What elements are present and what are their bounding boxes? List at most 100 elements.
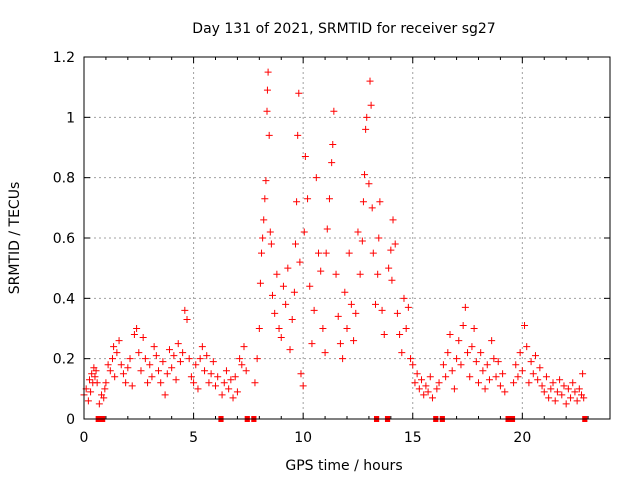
data-point	[547, 385, 555, 393]
data-point	[312, 174, 320, 182]
data-point	[198, 343, 206, 351]
data-point	[444, 349, 452, 357]
data-point	[542, 373, 550, 381]
y-tick-label: 1	[66, 110, 75, 126]
data-point	[575, 385, 583, 393]
data-point	[564, 385, 572, 393]
data-point	[277, 334, 285, 342]
data-point	[560, 382, 568, 390]
plot-frame	[83, 56, 611, 420]
data-point	[102, 379, 110, 387]
data-point	[310, 306, 318, 314]
data-point	[251, 379, 259, 387]
data-point	[490, 355, 498, 363]
data-point	[362, 125, 370, 133]
data-point	[479, 367, 487, 375]
data-point	[236, 355, 244, 363]
data-point	[150, 343, 158, 351]
data-point	[159, 358, 167, 366]
data-point	[391, 240, 399, 248]
data-point	[492, 373, 500, 381]
data-point	[275, 325, 283, 332]
data-point	[263, 86, 271, 94]
data-point	[290, 288, 298, 296]
data-point	[190, 379, 198, 387]
data-point	[95, 400, 103, 408]
data-point	[256, 279, 264, 287]
data-point	[534, 376, 542, 384]
data-point	[262, 177, 270, 185]
data-point	[124, 364, 132, 372]
data-point	[168, 364, 176, 372]
data-point	[538, 382, 546, 390]
data-point	[580, 394, 588, 402]
data-point	[413, 370, 421, 378]
data-point	[319, 325, 327, 332]
data-point	[172, 376, 180, 384]
data-point	[242, 367, 250, 375]
data-point	[442, 373, 450, 381]
data-point	[549, 379, 557, 387]
data-point	[220, 379, 228, 387]
data-point	[255, 325, 263, 332]
data-point	[343, 325, 351, 332]
x-tick-label: 5	[189, 430, 198, 446]
data-point	[579, 370, 587, 378]
data-point	[183, 315, 191, 323]
x-tick-label: 0	[80, 430, 89, 446]
data-point	[231, 373, 239, 381]
data-point	[388, 276, 396, 284]
data-point	[297, 370, 305, 378]
data-point	[181, 306, 189, 314]
data-point	[321, 349, 329, 357]
data-point	[529, 370, 537, 378]
data-point	[212, 382, 219, 390]
data-point	[300, 228, 308, 236]
data-point	[453, 355, 461, 363]
data-point	[571, 388, 579, 396]
x-axis-label: GPS time / hours	[285, 458, 402, 474]
data-point	[329, 140, 337, 148]
data-point	[352, 309, 360, 317]
data-point	[366, 77, 374, 85]
data-point	[84, 397, 92, 405]
data-point	[363, 113, 371, 121]
data-point	[510, 379, 518, 387]
data-point	[369, 249, 377, 257]
data-point	[448, 367, 456, 375]
data-point	[209, 358, 217, 366]
data-point	[115, 337, 123, 345]
data-point	[365, 180, 373, 188]
data-point	[350, 337, 358, 345]
data-point	[464, 349, 472, 357]
data-point	[501, 388, 509, 396]
data-point	[196, 355, 204, 363]
data-point	[179, 349, 187, 357]
data-point	[409, 361, 417, 369]
data-point	[308, 340, 316, 348]
data-point	[284, 264, 292, 272]
data-point	[139, 334, 147, 342]
tick-labels: 0 0.2 0.4 0.6 0.8 1 1.2 0 5 10 15 20	[53, 50, 532, 446]
data-point	[558, 391, 566, 399]
data-point	[264, 68, 272, 76]
data-point	[475, 379, 482, 387]
data-point	[446, 331, 454, 339]
data-point	[325, 195, 333, 203]
data-point	[341, 288, 349, 296]
data-point	[407, 355, 415, 363]
data-point	[315, 249, 323, 257]
data-point	[332, 270, 340, 278]
data-point	[553, 388, 561, 396]
data-point	[261, 195, 269, 203]
data-point	[176, 358, 184, 366]
data-point	[400, 294, 408, 302]
data-point	[422, 382, 430, 390]
data-point	[356, 270, 364, 278]
data-point	[499, 370, 507, 378]
data-point	[117, 361, 125, 369]
y-tick-label: 0.6	[53, 231, 75, 247]
data-point	[286, 346, 294, 354]
data-point	[411, 379, 419, 387]
data-point	[267, 240, 275, 248]
